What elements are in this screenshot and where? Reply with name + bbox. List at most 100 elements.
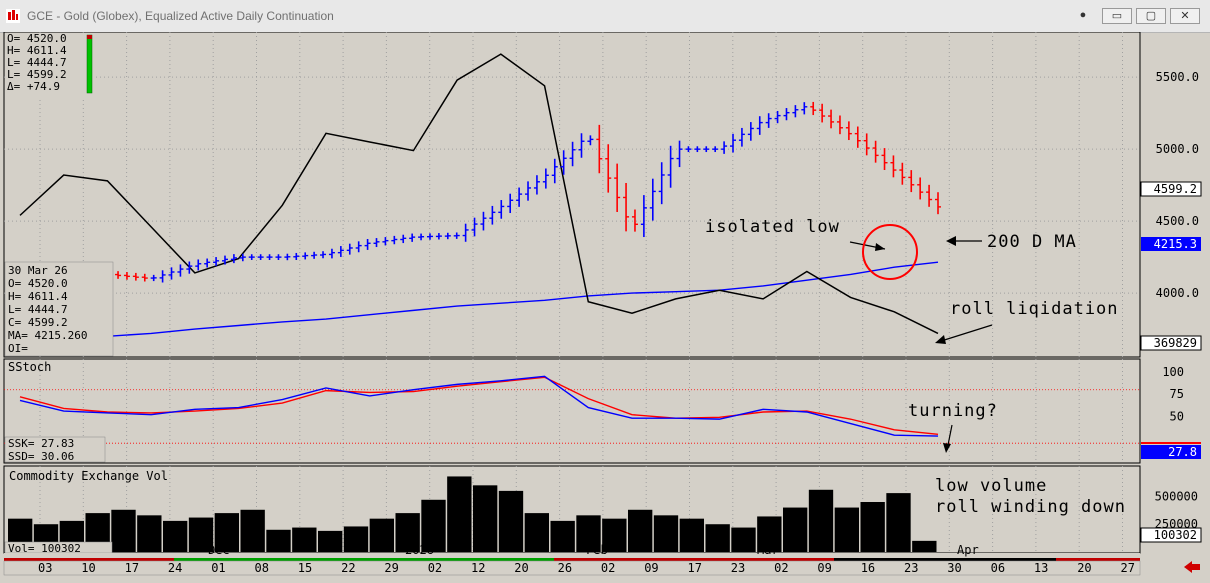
month-label: Mar (757, 543, 779, 557)
volume-bar (860, 502, 885, 552)
day-label: 24 (168, 561, 182, 575)
month-band-feb (554, 558, 834, 561)
volume-bar (705, 524, 730, 552)
isolated-low-circle (862, 224, 918, 280)
day-label: 09 (817, 561, 831, 575)
ssk-line (19, 375, 939, 437)
volume-bar (576, 515, 601, 552)
day-label: 02 (774, 561, 788, 575)
day-label: 20 (514, 561, 528, 575)
price-tick-label: 5500.0 (1156, 70, 1199, 84)
maximize-button[interactable]: ▢ (1136, 8, 1166, 24)
stoch-badge-box (1141, 445, 1201, 459)
day-label: 22 (341, 561, 355, 575)
volume-bar (137, 515, 162, 552)
stoch-tick-label: 50 (1170, 409, 1184, 423)
volume-bar (679, 518, 704, 552)
day-label: 08 (255, 561, 269, 575)
day-label: 29 (384, 561, 398, 575)
annotation-200dma: 200 D MA (987, 232, 1077, 252)
volume-title: Commodity Exchange Vol (9, 469, 168, 483)
price-tick-label: 5000.0 (1156, 142, 1199, 156)
minimize-button[interactable]: ▭ (1102, 8, 1132, 24)
ohlc-box: O= 4520.0 H= 4611.4 L= 4444.7 L= 4599.2 … (5, 32, 95, 97)
stoch-tick-label: 75 (1170, 387, 1184, 401)
data-oi: OI= (8, 342, 28, 355)
day-label: 23 (904, 561, 918, 575)
range-gauge-top (87, 35, 92, 39)
chart-canvas[interactable]: 5500.0 5000.0 4500.0 4000.0 100 75 50 500000 2… (0, 32, 1210, 583)
vol-badge-box (1140, 527, 1202, 543)
day-label: 23 (731, 561, 745, 575)
day-label: 09 (644, 561, 658, 575)
volume-bar (731, 527, 756, 552)
day-label: 30 (947, 561, 961, 575)
close-icon: ✕ (1180, 10, 1190, 22)
day-axis (3, 560, 1141, 576)
day-label: 17 (125, 561, 139, 575)
data-low: L= 4444.7 (8, 303, 68, 316)
day-label: 15 (298, 561, 312, 575)
volume-bar (343, 526, 369, 552)
volume-bar (757, 516, 782, 552)
day-label: 13 (1034, 561, 1048, 575)
annotation-roll-winding: roll winding down (935, 497, 1126, 517)
volume-bar (188, 517, 214, 552)
stoch-tick-label: 100 (1162, 365, 1184, 379)
close-button[interactable]: ✕ (1170, 8, 1200, 24)
volume-bar (602, 518, 627, 552)
vol-badge: 100302 (1154, 528, 1197, 542)
day-label: 06 (991, 561, 1005, 575)
day-label: 02 (601, 561, 615, 575)
day-label: 03 (38, 561, 52, 575)
volume-bar (421, 499, 446, 552)
day-label: 26 (558, 561, 572, 575)
close-badge-box (1140, 181, 1202, 197)
month-label: 2026 (405, 543, 434, 557)
roll-arrowhead (935, 335, 946, 344)
oi-line (19, 53, 939, 335)
volume-bar (369, 518, 394, 552)
maximize-icon: ▢ (1145, 10, 1157, 22)
options-button[interactable]: ● (1072, 8, 1094, 24)
volume-bar (834, 507, 859, 552)
ma-badge-box (1141, 237, 1201, 251)
data-window: 30 Mar 26 O= 4520.0 H= 4611.4 L= 4444.7 … (4, 261, 114, 357)
month-band-mar (834, 558, 1056, 561)
volume-bar (808, 489, 834, 552)
ohlc-last: L= 4599.2 (7, 68, 67, 81)
stoch-value-box (4, 436, 106, 463)
volume-bar (628, 509, 653, 552)
ssd-value: SSD= 30.06 (8, 450, 74, 463)
volume-bar (912, 540, 937, 552)
oi-badge: 369829 (1154, 336, 1197, 350)
left-arrow-icon-tail (1192, 564, 1200, 570)
range-gauge (86, 34, 93, 94)
close-badge: 4599.2 (1154, 182, 1197, 196)
volume-bar (886, 493, 911, 552)
day-label: 16 (861, 561, 875, 575)
volume-bar (240, 509, 265, 552)
oi-badge-box (1140, 335, 1202, 351)
annotation-roll: roll liqidation (950, 299, 1119, 319)
volume-bar (111, 509, 136, 552)
data-close: C= 4599.2 (8, 316, 68, 329)
ohlc-open: O= 4520.0 (7, 32, 67, 45)
month-label: Dec (208, 543, 230, 557)
ma-line (19, 261, 939, 345)
month-label: Apr (957, 543, 979, 557)
app-icon (6, 9, 20, 23)
ohlc-low: L= 4444.7 (7, 56, 67, 69)
annotation-isolated-low: isolated low (705, 217, 840, 237)
scroll-right-arrow[interactable] (1184, 561, 1200, 573)
month-band-nov (4, 558, 174, 561)
ma-badge: 4215.3 (1154, 237, 1197, 251)
price-tick-label: 4500.0 (1156, 214, 1199, 228)
volume-bar (395, 513, 420, 552)
window-title: GCE - Gold (Globex), Equalized Active Da… (27, 9, 334, 23)
day-label: 01 (211, 561, 225, 575)
roll-arrow (937, 324, 993, 343)
month-label: Feb (586, 543, 608, 557)
vol-tick-label: 500000 (1155, 489, 1198, 503)
day-label: 20 (1077, 561, 1091, 575)
